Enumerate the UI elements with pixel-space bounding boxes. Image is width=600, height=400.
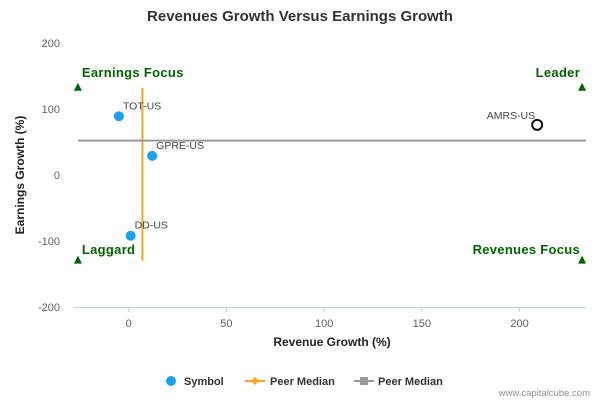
point-amrs-us [531,118,544,131]
y-tick-label: 100 [42,104,60,116]
chart-title: Revenues Growth Versus Earnings Growth [147,8,453,25]
legend-peer-median-gray-label: Peer Median [378,376,443,388]
x-tick-label: 200 [510,318,528,330]
x-tick-label: 100 [315,318,333,330]
y-tick-label: 0 [54,170,60,182]
quadrant-label-bottom-right: Revenues Focus [473,242,581,257]
point-label-gpre-us: GPRE-US [156,140,204,152]
quadrant-marker-top-right [578,82,587,91]
y-tick-label: 200 [42,38,60,50]
legend-symbol-label: Symbol [184,376,224,388]
y-axis-ticks: -200 -100 0 100 200 [38,38,60,314]
quadrant-marker-bottom-left [73,255,82,264]
x-axis-ticks: 0 50 100 150 200 [126,307,529,330]
x-tick-label: 0 [126,318,132,330]
legend-peer-median-gray-marker [360,377,368,385]
y-tick-label: -100 [38,236,60,248]
legend-peer-median-orange-label: Peer Median [270,376,335,388]
legend-peer-median-orange-marker [251,377,259,385]
quadrant-label-bottom-left: Laggard [82,242,135,257]
credit-text: www.capitalcube.com [498,388,590,399]
point-gpre-us [147,150,158,161]
x-tick-label: 50 [220,318,232,330]
legend-symbol-marker [166,376,176,386]
y-axis-title: Earnings Growth (%) [13,116,27,235]
quadrant-markers: Earnings Focus Leader Laggard Revenues Focu… [73,65,587,264]
quadrant-marker-top-left [73,82,82,91]
point-label-dd-us: DD-US [135,220,168,232]
quadrant-label-top-right: Leader [536,65,580,80]
point-label-amrs-us: AMRS-US [487,110,535,122]
x-axis-title: Revenue Growth (%) [273,335,390,349]
point-dd-us [125,230,136,241]
point-label-tot-us: TOT-US [123,100,161,112]
legend: Symbol Peer Median Peer Median [166,376,443,388]
y-tick-label: -200 [38,302,60,314]
data-points: TOT-US GPRE-US DD-US AMRS-US [113,100,544,241]
quadrant-label-top-left: Earnings Focus [82,65,184,80]
peer-median-lines [78,87,586,261]
quadrant-marker-bottom-right [578,255,587,264]
x-tick-label: 150 [413,318,431,330]
point-tot-us [113,111,124,122]
